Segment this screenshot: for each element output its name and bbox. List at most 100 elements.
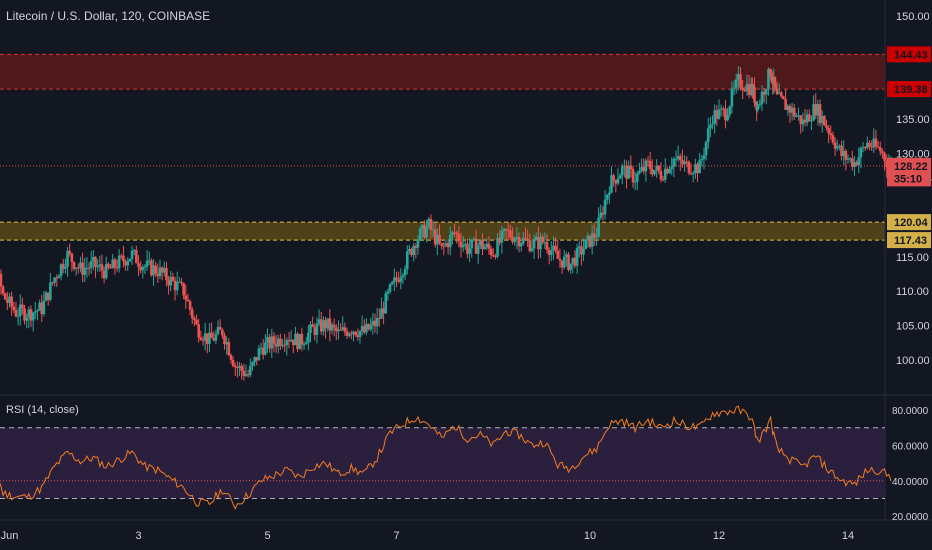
candle-body — [25, 317, 28, 321]
candle-body — [792, 107, 796, 117]
candle-body — [322, 320, 325, 332]
candle-body — [616, 178, 620, 184]
candle-body — [597, 217, 600, 237]
price-tag-label: 128.22 — [894, 161, 928, 173]
candle-body — [279, 338, 282, 346]
candle-body — [588, 235, 592, 247]
candle-body — [571, 257, 575, 264]
candle-body — [369, 325, 372, 330]
candle-body — [425, 226, 428, 238]
candle-body — [679, 155, 682, 161]
candle-body — [672, 158, 676, 167]
candle-body — [511, 237, 514, 243]
candle-body — [711, 123, 714, 125]
candle-body — [573, 257, 577, 266]
candle-body — [319, 319, 323, 332]
candle-body — [233, 366, 237, 368]
candle-body — [270, 336, 274, 349]
price-tag — [887, 157, 931, 174]
candle-body — [130, 250, 134, 259]
candle-body — [343, 327, 347, 332]
candle-body — [838, 145, 841, 147]
candle-body — [872, 138, 876, 148]
candle-body — [124, 261, 127, 266]
candle-body — [816, 104, 820, 116]
candle-body — [558, 258, 562, 261]
candle-body — [670, 166, 673, 170]
candle-body — [474, 238, 478, 254]
candle-body — [375, 318, 379, 327]
candle-body — [246, 374, 250, 376]
candle-body — [479, 240, 482, 246]
candle-body — [825, 125, 828, 128]
candle-body — [730, 88, 734, 107]
candle-body — [569, 263, 572, 270]
candle-body — [758, 103, 762, 106]
candle-body — [171, 276, 175, 281]
candle-body — [315, 323, 319, 335]
candle-body — [31, 312, 35, 321]
candle-body — [261, 347, 265, 355]
candle-body — [666, 168, 669, 174]
price-tag — [887, 214, 931, 231]
candle-body — [685, 161, 689, 163]
candle-body — [539, 236, 542, 250]
candle-body — [354, 331, 357, 336]
rsi-tick-label: 20.0000 — [892, 512, 929, 523]
price-tick-label: 115.00 — [896, 252, 929, 264]
candle-body — [64, 266, 67, 269]
candle-body — [197, 324, 200, 338]
rsi-band — [0, 427, 885, 499]
candle-body — [833, 142, 837, 149]
candle-body — [453, 232, 456, 234]
candle-body — [188, 301, 192, 310]
candle-body — [878, 147, 882, 152]
candle-body — [57, 275, 61, 279]
candle-body — [257, 348, 261, 361]
candle-body — [332, 324, 336, 328]
candle-body — [694, 164, 697, 174]
candle-body — [96, 266, 99, 268]
candle-body — [874, 138, 878, 147]
candle-body — [489, 248, 493, 256]
candle-body — [790, 107, 794, 113]
price-tag — [887, 46, 931, 63]
candle-body — [567, 254, 570, 270]
candle-body — [120, 255, 123, 257]
candle-body — [762, 91, 766, 95]
candle-body — [715, 110, 719, 119]
candle-body — [266, 337, 269, 343]
candle-body — [100, 264, 104, 271]
candle-body — [724, 108, 727, 121]
candle-body — [184, 295, 188, 300]
candle-body — [193, 318, 196, 320]
candle-body — [249, 365, 252, 376]
candle-body — [517, 237, 521, 247]
rsi-tick-label: 40.0000 — [892, 477, 929, 488]
candle-body — [464, 243, 467, 245]
candle-body — [547, 249, 551, 255]
candle-body — [857, 157, 861, 166]
candle-body — [221, 329, 224, 336]
candle-body — [468, 248, 471, 254]
candle-body — [642, 166, 646, 172]
candle-body — [582, 249, 585, 255]
candle-body — [770, 76, 773, 82]
candle-body — [577, 246, 581, 248]
candle-body — [81, 262, 84, 275]
candle-body — [326, 318, 329, 329]
candle-body — [109, 267, 112, 269]
candle-body — [543, 242, 547, 244]
price-tick-label: 150.00 — [896, 11, 930, 23]
candle-body — [1, 286, 5, 294]
candle-body — [231, 359, 235, 367]
candle-body — [706, 128, 710, 142]
candle-body — [59, 264, 63, 276]
candle-body — [163, 268, 166, 273]
candle-body — [190, 309, 194, 319]
candle-body — [393, 277, 396, 283]
candle-body — [285, 340, 289, 346]
candle-body — [324, 320, 327, 329]
candle-body — [218, 326, 222, 330]
